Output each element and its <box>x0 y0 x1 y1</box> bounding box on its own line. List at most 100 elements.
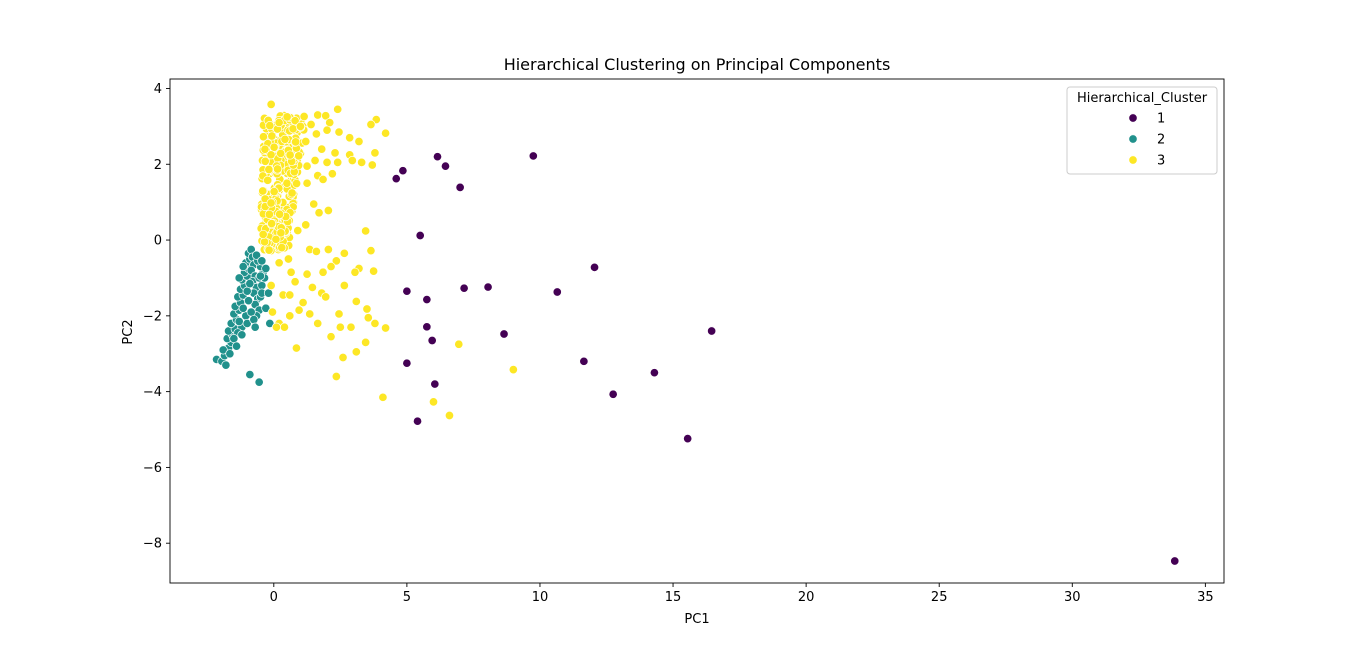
data-point-cluster-3 <box>335 322 345 332</box>
data-point-cluster-3 <box>381 323 391 333</box>
data-point-cluster-3 <box>294 305 304 315</box>
data-point-cluster-3 <box>264 164 274 175</box>
data-point-cluster-1 <box>579 356 589 366</box>
data-point-cluster-3 <box>282 112 292 122</box>
data-point-cluster-3 <box>260 156 270 166</box>
data-point-cluster-2 <box>246 307 256 317</box>
data-point-cluster-3 <box>302 161 312 171</box>
data-point-cluster-3 <box>294 151 304 161</box>
data-point-cluster-3 <box>321 292 331 302</box>
points-layer <box>212 99 1180 566</box>
data-point-cluster-3 <box>258 229 268 239</box>
x-tick-label: 5 <box>403 590 411 605</box>
data-point-cluster-3 <box>326 262 336 272</box>
data-point-cluster-2 <box>251 250 262 260</box>
data-point-cluster-2 <box>263 288 274 298</box>
data-point-cluster-3 <box>323 244 333 255</box>
data-point-cluster-3 <box>331 256 341 266</box>
data-point-cluster-3 <box>361 337 371 347</box>
data-point-cluster-3 <box>285 311 295 321</box>
data-point-cluster-3 <box>282 178 292 188</box>
data-point-cluster-3 <box>325 118 335 128</box>
data-point-cluster-3 <box>317 144 327 154</box>
y-tick-label: 4 <box>154 82 162 97</box>
data-point-cluster-2 <box>257 280 267 291</box>
data-point-cluster-2 <box>234 273 244 283</box>
y-axis: −8 −6 −4 −2 0 2 4 <box>143 82 170 552</box>
data-point-cluster-3 <box>267 307 278 317</box>
data-point-cluster-3 <box>306 119 316 130</box>
data-point-cluster-2 <box>261 263 271 274</box>
data-point-cluster-3 <box>351 296 361 306</box>
data-point-cluster-2 <box>254 377 264 387</box>
legend-label-1: 1 <box>1157 112 1165 127</box>
data-point-cluster-2 <box>234 316 244 327</box>
data-point-cluster-1 <box>589 262 600 272</box>
legend-entries: 1 2 3 <box>1128 112 1165 169</box>
x-tick-label: 30 <box>1064 590 1081 605</box>
data-point-cluster-3 <box>291 343 301 353</box>
data-point-cluster-3 <box>274 258 284 268</box>
data-point-cluster-3 <box>273 164 283 174</box>
data-point-cluster-3 <box>298 298 308 308</box>
data-point-cluster-3 <box>454 339 464 349</box>
data-point-cluster-1 <box>455 182 465 192</box>
data-point-cluster-3 <box>345 133 355 143</box>
y-tick-label: 0 <box>154 234 162 249</box>
data-point-cluster-3 <box>369 266 379 276</box>
y-tick-label: −2 <box>143 309 162 324</box>
data-point-cluster-3 <box>285 290 295 300</box>
data-point-cluster-1 <box>608 389 618 399</box>
data-point-cluster-3 <box>265 121 275 131</box>
data-point-cluster-3 <box>333 104 343 114</box>
data-point-cluster-3 <box>299 111 309 122</box>
data-point-cluster-2 <box>221 360 231 370</box>
x-axis: 0 5 10 15 20 25 30 35 <box>270 583 1214 605</box>
data-point-cluster-3 <box>366 246 376 256</box>
data-point-cluster-1 <box>398 166 408 176</box>
data-point-cluster-3 <box>334 127 344 137</box>
data-point-cluster-3 <box>305 309 315 319</box>
data-point-cluster-1 <box>422 322 432 332</box>
data-point-cluster-3 <box>347 155 357 166</box>
data-point-cluster-2 <box>229 334 239 344</box>
data-point-cluster-3 <box>301 136 311 147</box>
y-tick-label: −8 <box>143 537 162 552</box>
data-point-cluster-3 <box>508 365 518 375</box>
data-point-cluster-3 <box>381 128 391 138</box>
data-point-cluster-3 <box>280 134 290 144</box>
data-point-cluster-3 <box>314 208 324 218</box>
legend-marker-3 <box>1128 155 1138 165</box>
data-point-cluster-3 <box>283 254 293 264</box>
data-point-cluster-1 <box>412 416 423 426</box>
data-point-cluster-1 <box>415 230 425 241</box>
data-point-cluster-3 <box>366 119 376 130</box>
data-point-cluster-3 <box>323 205 333 216</box>
data-point-cluster-1 <box>402 286 412 296</box>
legend-label-2: 2 <box>1157 133 1165 148</box>
data-point-cluster-3 <box>266 150 276 160</box>
data-point-cluster-3 <box>264 245 274 255</box>
data-point-cluster-2 <box>257 256 267 266</box>
data-point-cluster-3 <box>302 178 312 188</box>
data-point-cluster-3 <box>266 280 276 291</box>
data-point-cluster-3 <box>311 246 321 256</box>
plot-area-frame <box>169 78 1225 584</box>
data-point-cluster-3 <box>339 248 349 258</box>
data-point-cluster-3 <box>260 237 270 247</box>
data-point-cluster-3 <box>266 99 276 109</box>
data-point-cluster-3 <box>258 186 268 196</box>
data-point-cluster-3 <box>309 199 319 209</box>
data-point-cluster-3 <box>334 309 344 319</box>
data-point-cluster-3 <box>302 269 312 279</box>
data-point-cluster-3 <box>291 137 301 147</box>
x-tick-label: 0 <box>270 590 278 605</box>
data-point-cluster-3 <box>275 209 285 219</box>
data-point-cluster-3 <box>362 304 372 314</box>
data-point-cluster-3 <box>286 267 296 277</box>
data-point-cluster-3 <box>266 198 276 208</box>
legend-title: Hierarchical_Cluster <box>1077 91 1208 106</box>
data-point-cluster-3 <box>322 125 332 135</box>
data-point-cluster-1 <box>649 368 659 378</box>
data-point-cluster-3 <box>326 332 336 342</box>
